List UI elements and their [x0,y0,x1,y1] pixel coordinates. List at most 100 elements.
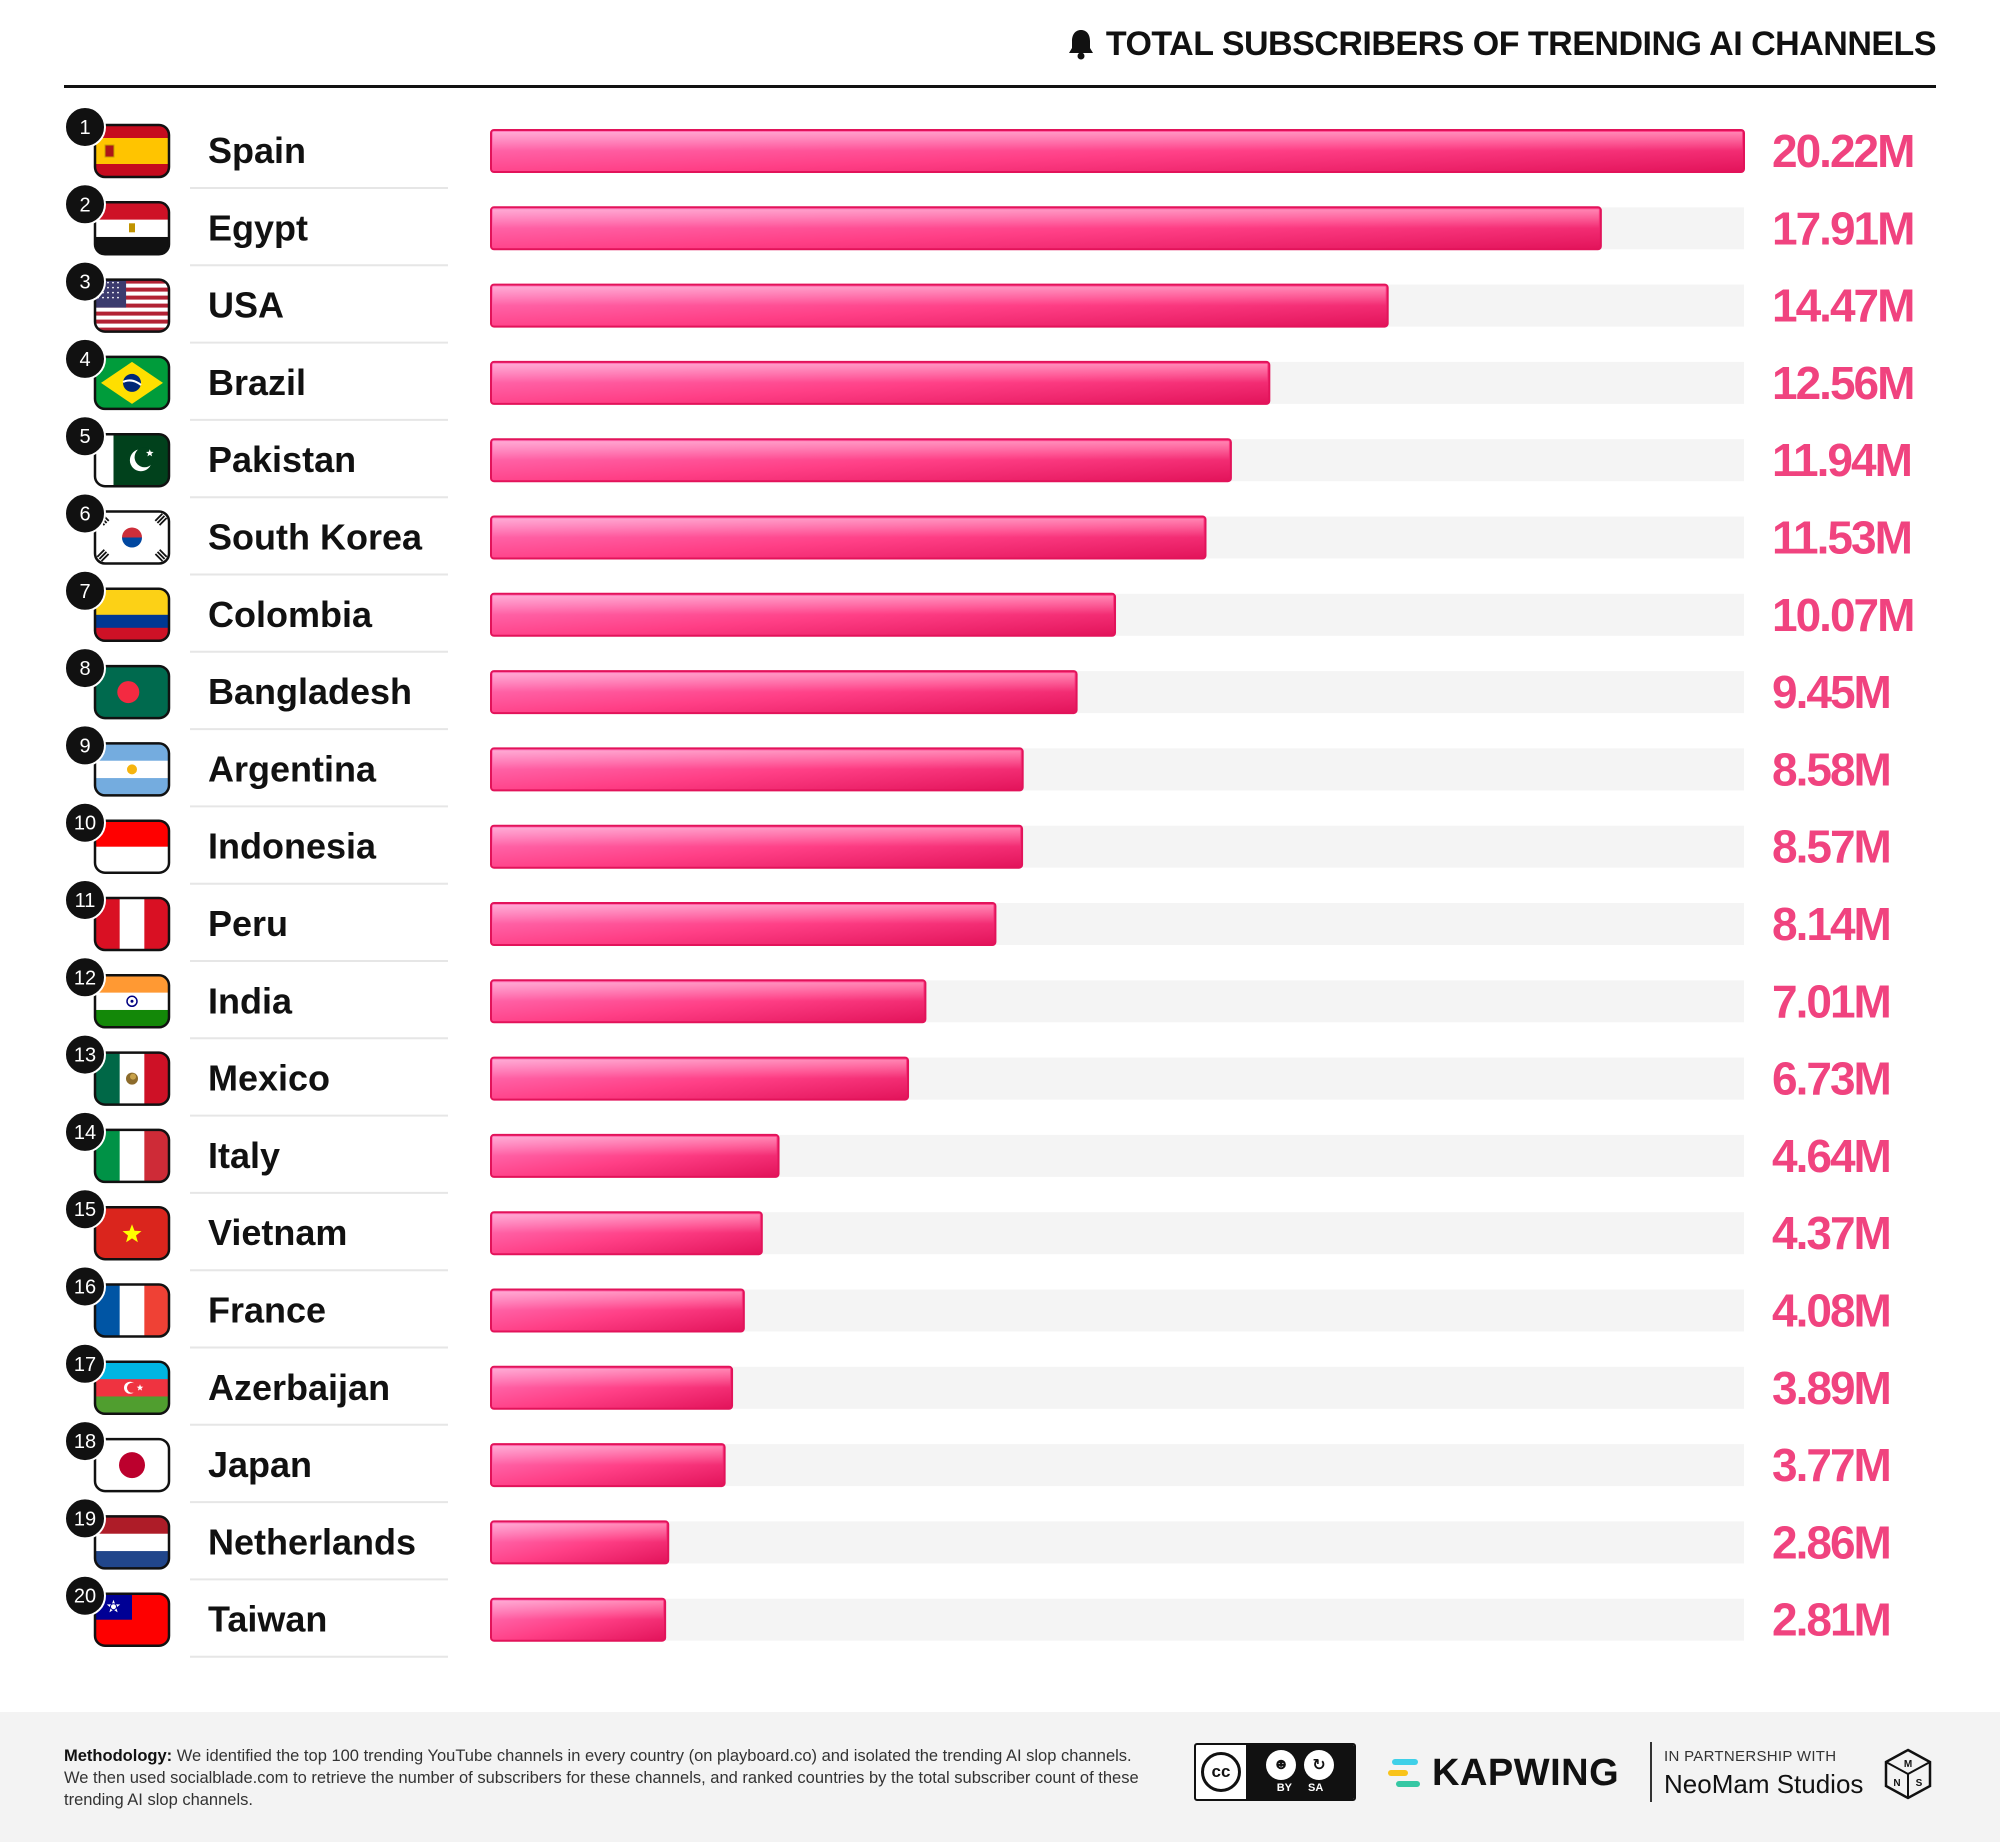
flag-border [93,587,171,643]
bar-highlight [493,209,1599,229]
rank-badge: 17 [64,1342,106,1385]
flag-border [93,201,171,256]
rank-circle [64,569,106,612]
flag-border [93,1592,171,1647]
bar-highlight [493,132,1742,151]
rank-badge: 6 [64,492,106,535]
methodology-label: Methodology: [64,1747,173,1765]
chart-row: 11.94M Pakistan 5 [64,415,1913,499]
bar-track [491,1521,1744,1564]
rank-circle [64,1574,106,1617]
bar-highlight [493,518,1204,538]
value-label: 12.56M [1772,357,1913,409]
rank-number: 19 [74,1508,96,1530]
country-label: Japan [208,1444,312,1485]
chart-row: 3.77M Japan 18 [64,1420,1892,1504]
chart-row: 4.08M France 16 [64,1265,1892,1349]
rank-number: 1 [79,117,90,139]
chart-row: 12.56M Brazil 4 [64,337,1915,421]
chart-row: 8.57M Indonesia 10 [64,801,1892,885]
rank-circle [64,1497,106,1540]
country-label: Egypt [208,207,308,248]
mexico-flag-icon [93,1051,171,1106]
rank-number: 9 [79,735,90,757]
value-label: 11.94M [1772,434,1911,486]
country-label: Brazil [208,362,306,403]
argentina-flag-icon [93,742,171,797]
country-label: Indonesia [208,826,377,867]
rank-badge: 5 [64,415,106,458]
italy-flag-icon [93,1128,171,1184]
chart-row: 2.86M Netherlands 19 [64,1497,1892,1581]
cc-license-badge[interactable]: cc ☻ ↻ BY SA [1194,1743,1356,1801]
neomam-logo-icon[interactable]: M N S [1882,1748,1934,1800]
value-label: 8.14M [1772,898,1890,950]
rank-number: 14 [74,1122,96,1144]
rank-number: 3 [79,272,90,294]
rank-number: 12 [74,967,96,989]
rank-number: 20 [74,1586,96,1608]
rank-circle [64,492,106,535]
rank-number: 15 [74,1199,96,1221]
rank-circle [64,1342,106,1385]
country-label: Argentina [208,748,377,789]
flag-border [93,896,171,952]
country-label: Azerbaijan [208,1367,390,1408]
value-label: 4.37M [1772,1207,1890,1259]
chart-row: 3.89M Azerbaijan 17 [64,1342,1892,1426]
pakistan-flag-icon [93,432,171,488]
country-label: Bangladesh [208,671,412,712]
bar-highlight [493,363,1268,383]
bar-highlight [493,673,1075,692]
bar-highlight [493,1368,731,1388]
country-label: Taiwan [208,1599,327,1640]
rank-badge: 11 [64,879,106,921]
country-label: India [208,980,293,1021]
value-label: 3.89M [1772,1362,1890,1414]
flag-border [93,1283,171,1338]
flag-border [93,1128,171,1184]
rank-number: 13 [74,1045,96,1067]
flag-border [93,1205,171,1261]
bar-highlight [493,1214,760,1234]
bar-highlight [493,595,1114,615]
rank-badge: 13 [64,1033,106,1076]
rank-badge: 20 [64,1574,106,1617]
colombia-flag-icon [93,587,171,643]
rank-circle [64,801,106,844]
netherlands-flag-icon [93,1515,171,1570]
rank-number: 18 [74,1431,96,1453]
rank-badge: 8 [64,647,106,690]
rank-circle [64,1188,106,1231]
country-label: Colombia [208,594,373,635]
chart-row: 4.64M Italy 14 [64,1110,1892,1194]
bar-track [491,1598,1744,1641]
rank-badge: 2 [64,183,106,226]
rank-number: 6 [79,504,90,526]
rank-badge: 9 [64,724,106,767]
value-label: 17.91M [1772,202,1913,254]
flag-border [93,1437,171,1493]
value-label: 3.77M [1772,1439,1890,1491]
chart-row: 17.91M Egypt 2 [64,183,1915,267]
rank-badge: 4 [64,337,106,380]
rank-number: 16 [74,1277,96,1299]
kapwing-logo[interactable]: KAPWING [1388,1750,1619,1796]
rank-badge: 12 [64,956,106,999]
value-label: 7.01M [1772,975,1890,1027]
bar-highlight [493,982,924,1002]
rank-circle [64,1265,106,1308]
chart-row: 8.58M Argentina 9 [64,724,1892,808]
methodology-text: We identified the top 100 trending YouTu… [64,1747,1139,1809]
rank-badge: 3 [64,260,106,303]
rank-circle [64,1420,106,1463]
country-label: Pakistan [208,439,356,480]
rank-circle [64,1033,106,1076]
country-label: Spain [208,130,306,171]
country-label: USA [208,285,284,326]
france-flag-icon [93,1283,171,1338]
flag-border [93,974,171,1029]
chart-row: 4.37M Vietnam 15 [64,1188,1892,1272]
country-label: Vietnam [208,1212,347,1253]
flag-border [93,1051,171,1106]
